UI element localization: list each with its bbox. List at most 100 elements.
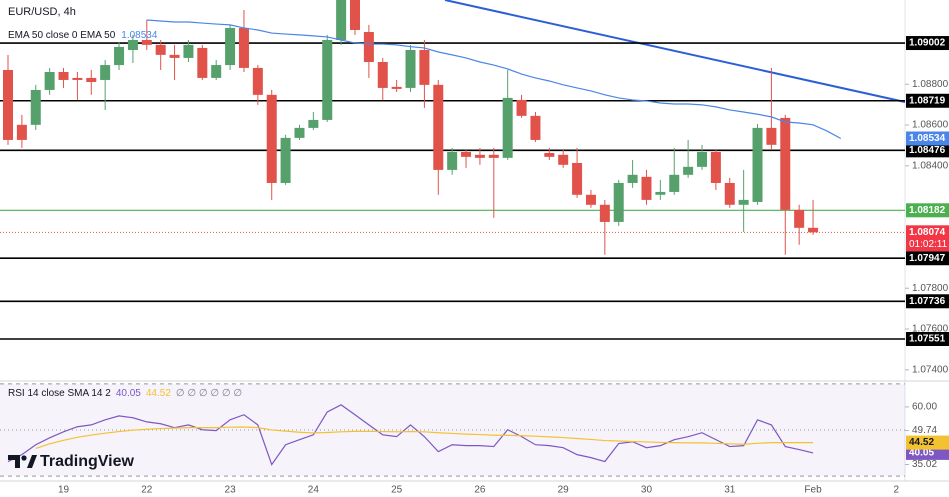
candle-body	[530, 115, 541, 140]
candle-body	[808, 227, 819, 233]
candle-body	[280, 137, 291, 183]
candle-body	[377, 62, 388, 88]
candle-body	[114, 46, 125, 66]
x-tick-label: 24	[308, 485, 320, 496]
level-label: 1.08719	[909, 95, 946, 106]
ema-line	[146, 19, 842, 140]
candle-body	[322, 39, 333, 120]
level-box	[906, 332, 949, 347]
rsi-pane	[0, 383, 905, 477]
y-tick-label: 1.08600	[912, 120, 949, 131]
x-tick-label: 23	[225, 485, 237, 496]
ema-value-box	[906, 131, 949, 146]
y-tick-label: 35.02	[912, 459, 937, 470]
y-tick-label: 1.07400	[912, 364, 949, 375]
level-box	[906, 36, 949, 51]
candle-body	[461, 151, 472, 157]
x-tick-label: 2	[894, 485, 900, 496]
candle-body	[30, 89, 41, 125]
legend-name: EMA 50 close 0 EMA 50	[8, 30, 116, 41]
candle-body	[794, 209, 805, 228]
legend-value: 1.08534	[121, 30, 158, 41]
candle-body	[419, 49, 430, 85]
legend-value: 40.05	[116, 388, 141, 399]
candle-body	[155, 44, 166, 55]
candle-body	[572, 162, 583, 195]
candle-body	[350, 0, 360, 30]
candle-body	[669, 174, 680, 192]
candle-body	[363, 32, 374, 63]
candle-body	[544, 152, 555, 157]
y-tick-label: 1.08800	[912, 79, 949, 90]
level-label: 1.07736	[909, 296, 946, 307]
candle-body	[766, 127, 777, 145]
level-label: 1.07551	[909, 334, 946, 345]
countdown: 01:02:11	[909, 239, 948, 250]
x-tick-label: 26	[474, 485, 486, 496]
candle-body	[405, 49, 416, 88]
candle-body	[710, 151, 721, 183]
chart-title: EUR/USD, 4h	[8, 6, 76, 18]
rsi-value-label: 44.52	[909, 437, 934, 448]
x-tick-label: 19	[58, 485, 70, 496]
candle-body	[72, 77, 83, 80]
candle-body	[294, 127, 305, 138]
candle-body	[488, 154, 499, 158]
candle-body	[211, 65, 222, 78]
candle-body	[58, 72, 69, 80]
level-label: 1.08476	[909, 145, 946, 156]
y-tick-label: 60.00	[912, 402, 937, 413]
green-level-label: 1.08182	[909, 205, 946, 216]
candle-body	[141, 39, 152, 45]
candle-body	[585, 194, 596, 205]
legend: RSI 14 close SMA 14 2 40.05 44.52 ∅ ∅ ∅ ∅ ∅…	[8, 388, 242, 399]
watermark-logo	[8, 455, 37, 468]
candle-body	[697, 151, 707, 167]
candle-body	[683, 166, 694, 175]
level-box	[906, 294, 949, 309]
legend: EMA 50 close 0 EMA 50 1.08534	[8, 30, 158, 41]
level-label: 1.07947	[909, 253, 946, 264]
last-price-label: 1.08074	[909, 227, 946, 238]
trend-line	[444, 0, 905, 103]
candle-body	[502, 97, 513, 158]
y-tick-label: 49.74	[912, 425, 937, 436]
y-tick-label: 1.07800	[912, 283, 949, 294]
legend-title: RSI 14 close SMA 14 2	[8, 388, 111, 399]
candle-body	[169, 54, 180, 58]
candle-body	[599, 204, 610, 222]
candle-body	[238, 27, 249, 68]
candle-body	[447, 151, 458, 170]
rsi-value-box	[906, 435, 949, 450]
candle-body	[16, 124, 27, 140]
rsi-value-label: 40.05	[909, 448, 934, 459]
candle-body	[641, 176, 652, 200]
x-tick-label: 29	[558, 485, 570, 496]
y-tick-label: 1.07600	[912, 324, 949, 335]
legend-extra: ∅ ∅ ∅ ∅ ∅ ∅	[176, 388, 242, 399]
candle-body	[724, 182, 735, 205]
candle-body	[336, 0, 347, 40]
candle-body	[44, 72, 55, 90]
rsi-line	[35, 426, 814, 449]
candle-body	[516, 99, 527, 116]
candle-body	[613, 182, 624, 222]
x-tick-label: 25	[391, 485, 403, 496]
candle-body	[433, 84, 444, 170]
green-level-box	[906, 203, 949, 218]
candle-body	[391, 86, 402, 89]
x-tick-label: 30	[641, 485, 653, 496]
candle-body	[86, 77, 97, 82]
candle-body	[627, 174, 638, 183]
level-box	[906, 143, 949, 158]
level-box	[906, 251, 949, 266]
candle-body	[266, 94, 277, 183]
x-tick-label: 22	[141, 485, 153, 496]
x-tick-label: 31	[724, 485, 736, 496]
x-tick-label: Feb	[804, 485, 822, 496]
candle-body	[127, 39, 138, 50]
candle-body	[252, 67, 263, 95]
rsi-line	[7, 404, 814, 466]
candle-body	[225, 27, 236, 66]
